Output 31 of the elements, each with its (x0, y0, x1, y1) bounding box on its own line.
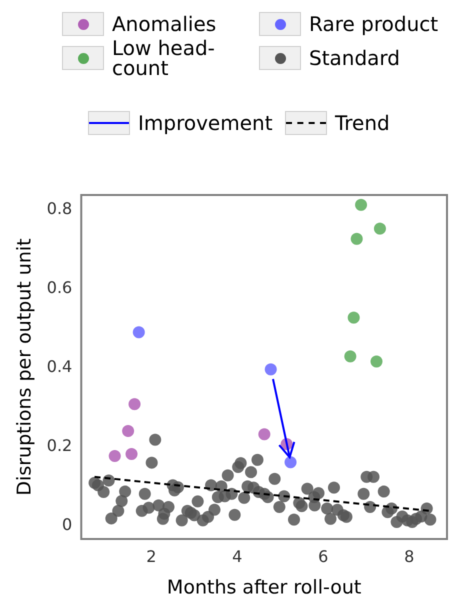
legend-label: Rare product (309, 12, 438, 36)
y-tick-label: 0 (62, 515, 72, 534)
legend-label: Standard (309, 46, 400, 70)
point (370, 355, 383, 368)
point (284, 456, 297, 468)
point (264, 363, 277, 376)
point (128, 398, 141, 410)
point (374, 222, 386, 235)
point (122, 425, 134, 438)
point (348, 312, 360, 324)
point (355, 198, 368, 211)
x-tick-label: 8 (404, 546, 414, 566)
y-axis-title: Disruptions per output unit (13, 238, 36, 496)
x-axis-title: Months after roll-out (166, 576, 362, 599)
text: Improvement (138, 111, 273, 135)
y-tick-label: 0.2 (46, 436, 72, 456)
legend-label: Low head-count (112, 36, 216, 80)
point (132, 326, 145, 338)
y-tick-label: 0.6 (46, 278, 72, 297)
point (258, 428, 270, 440)
x-tick-label: 2 (146, 546, 156, 566)
point (108, 450, 121, 462)
y-tick-label: 0.4 (46, 356, 72, 376)
legend-label: Trend (335, 111, 390, 135)
point (344, 350, 356, 362)
x-tick-label: 4 (232, 546, 242, 566)
legend-label: Anomalies (112, 12, 216, 36)
point (126, 448, 138, 460)
point (350, 232, 363, 245)
y-tick-label: 0.8 (46, 198, 72, 218)
x-tick-label: 6 (318, 546, 328, 566)
